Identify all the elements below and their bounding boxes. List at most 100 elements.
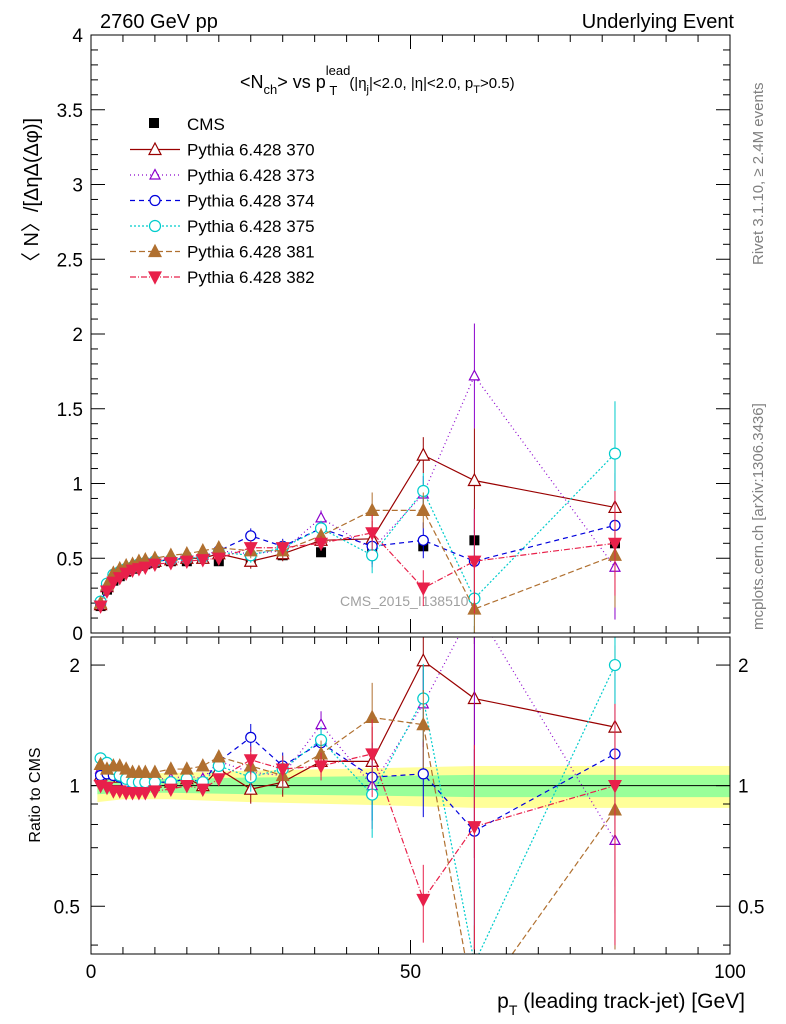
series-point [314,537,329,552]
x-axis-title: pT (leading track-jet) [GeV] [497,990,745,1018]
y-tick-label: 2.5 [57,250,83,271]
ratio-point [138,787,153,801]
series-point [179,555,194,570]
cms-point [316,547,327,558]
series-point [211,552,226,567]
ratio-point [195,758,210,772]
rivet-label: Rivet 3.1.10, ≥ 2.4M events [750,83,767,266]
legend-label: Pythia 6.428 374 [187,192,315,211]
y-tick-label: 1.5 [57,400,83,421]
y-tick-label: 1 [72,475,83,496]
series-point [608,447,622,460]
series-point [365,527,380,541]
x-tick-label: 100 [714,962,746,983]
y-axis-title: 〈 N〉/[ΔηΔ(Δφ)] [21,118,43,272]
ratio-point [608,658,622,672]
series-point [112,572,127,586]
series-line-main [100,374,616,604]
ratio-point [179,761,194,775]
legend-marker [149,168,161,180]
ratio-point [467,821,482,835]
legend-label: CMS [187,115,225,134]
ratio-point [147,785,162,799]
series-point [468,369,481,381]
series-point [93,600,108,614]
ratio-tick-label-right: 1 [738,777,749,798]
legend-marker [148,141,162,156]
ratio-point [416,893,431,908]
series-point [195,554,210,568]
series-line-main [100,454,616,605]
y-tick-label: 0.5 [57,549,83,570]
ratio-point [195,783,210,797]
series-point [275,542,290,556]
series-point [417,534,429,546]
legend: CMS Pythia 6.428 370 Pythia 6.428 373 Pythi… [130,115,315,287]
legend-marker-cms [149,118,159,128]
y-tick-label: 0 [72,624,83,645]
ratio-tick-label: 0.5 [54,897,80,918]
ratio-point [163,783,178,797]
legend-label: Pythia 6.428 370 [187,141,315,160]
ratio-point [179,780,194,794]
legend-label: Pythia 6.428 381 [187,243,315,262]
legend-marker [148,219,162,233]
ratio-point [211,773,226,787]
series-point [106,576,121,590]
x-tick-label: 50 [400,962,421,983]
ratio-tick-label-right: 0.5 [738,897,764,918]
series-point [99,585,114,599]
legend-label: Pythia 6.428 382 [187,268,315,287]
series-line-main [100,453,616,602]
ratio-tick-label: 1 [69,777,80,798]
series-point [467,555,482,570]
legend-label: Pythia 6.428 375 [187,217,315,236]
series-point [243,542,258,556]
series-point [315,511,328,523]
y-tick-label: 4 [72,26,83,47]
series-point [138,561,153,576]
ratio-point [243,754,258,768]
ratio-point [416,716,431,731]
ratio-frame [90,636,731,955]
ratio-point [607,780,622,794]
series-line-ratio [100,664,616,954]
y-tick-label: 3.5 [57,101,83,122]
series-point [163,557,178,571]
ratio-point [138,764,153,778]
y-tick-label: 2 [72,325,83,346]
series-point [607,537,622,552]
series-line-ratio [100,753,616,901]
ratio-point [314,760,329,774]
series-point [365,502,380,517]
axes: 0 50 100 0 0.5 1 1.5 2 2.5 3 3.5 4 0.5 0.5 1 1 2 2 [54,26,765,983]
series-point [366,549,379,562]
legend-label: Pythia 6.428 373 [187,166,315,185]
mcplots-label: mcplots.cern.ch [arXiv:1306.3436] [750,403,767,630]
x-tick-label: 0 [86,962,97,983]
series-point [245,530,257,542]
series-point [211,539,226,554]
legend-marker [148,271,162,285]
header-left: 2760 GeV pp [100,11,218,33]
series-point [416,582,431,596]
ratio-series-layer [93,637,622,1013]
ratio-point [245,731,257,743]
series-point [416,447,431,461]
series-point [416,502,431,517]
series-point [467,472,482,487]
ratio-tick-label: 2 [69,656,80,677]
series-point [147,558,162,573]
ratio-tick-label-right: 2 [738,656,749,677]
ratio-point [468,1001,480,1013]
plot-title: <Nch> vs plead T (|ηj|<2.0, |η|<2.0, pT>0.… [240,63,515,98]
legend-marker [148,243,162,258]
ratio-axis-title: Ratio to CMS [27,747,44,842]
ratio-point [365,748,380,762]
ratio-point [417,768,429,780]
ratio-point [93,756,108,770]
ratio-point [163,761,178,775]
header-right: Underlying Event [582,11,735,33]
ratio-point [275,763,290,777]
